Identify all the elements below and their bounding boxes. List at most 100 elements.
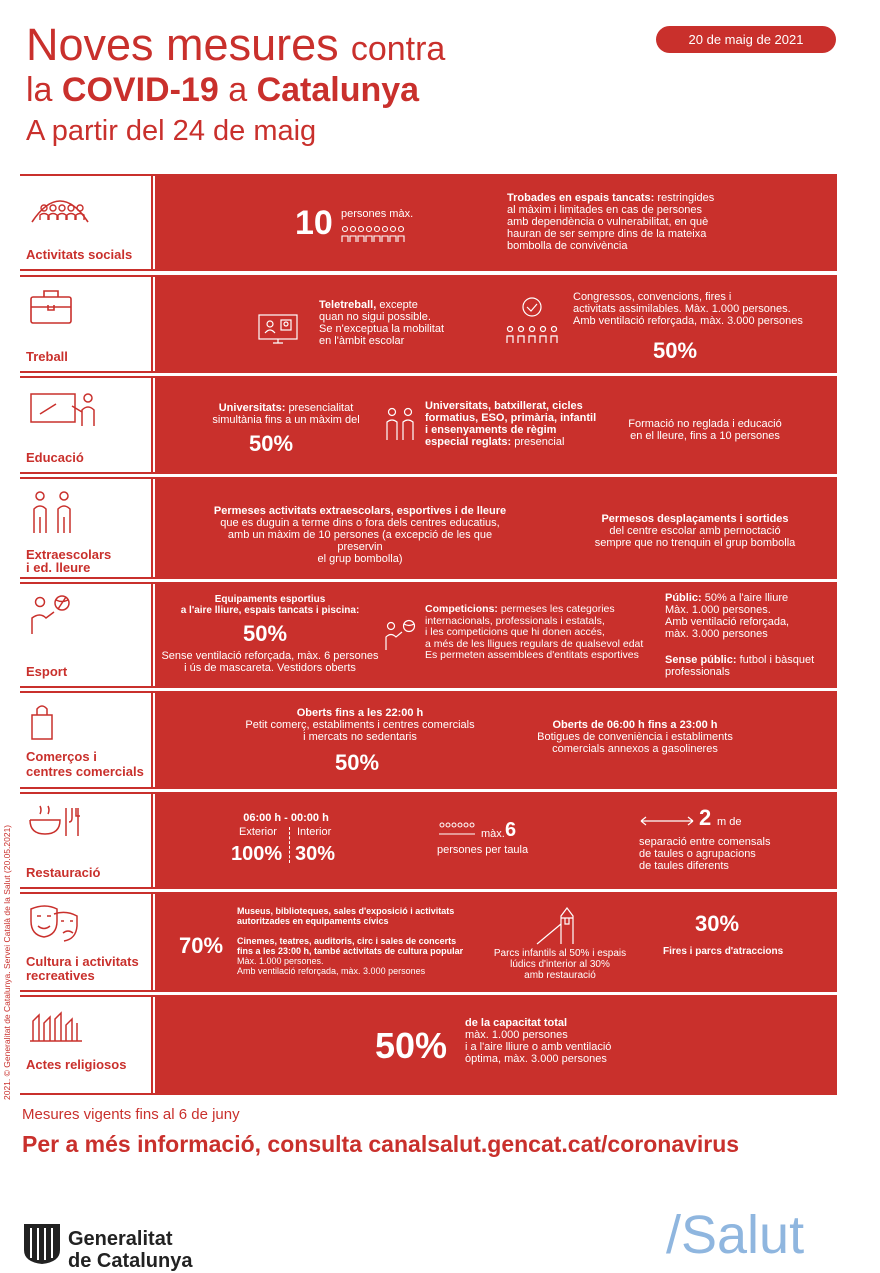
row-label-cell: Comerços i centres comercials [20, 693, 153, 787]
subtitle: A partir del 24 de maig [26, 115, 317, 147]
row-label-cell: Esport [20, 584, 153, 686]
row-label-cell: Cultura i activitats recreatives [20, 894, 153, 990]
gasolineres-text: Oberts de 06:00 h fins a 23:00 h Botigue… [537, 719, 733, 755]
row-comercos: Comerços i centres comercials Oberts fin… [20, 691, 837, 789]
petit-comerc-text: Oberts fins a les 22:00 h Petit comerç, … [245, 707, 475, 743]
row-label-1: Cultura i activitats [26, 954, 139, 969]
distance-arrow-icon [640, 816, 694, 826]
title-covid: COVID-19 [61, 71, 219, 109]
row-label-cell: Treball [20, 277, 153, 371]
people-row-icon [341, 225, 405, 242]
row-actes-religiosos: Actes religiosos 50% de la capacitat tot… [20, 995, 837, 1095]
restaurant-bowl-icon [29, 805, 80, 836]
row-panel: 06:00 h - 00:00 h Exterior Interior 100%… [155, 794, 837, 887]
sense-public-text: Sense públic: futbol i bàsquet professio… [665, 654, 815, 678]
table-people-icon [439, 822, 475, 835]
row-label: Treball [26, 349, 68, 364]
hours-divider [289, 827, 290, 863]
row-panel: 50% de la capacitat total màx. 1.000 per… [155, 997, 837, 1093]
row-label-1: Comerços i [26, 749, 97, 764]
equipaments-text: Equipaments esportius a l'aire lliure, e… [180, 594, 360, 616]
title-la: la [26, 71, 53, 109]
cultura-pct: 70% [179, 933, 224, 958]
row-panel: 70% Museus, biblioteques, sales d'exposi… [155, 894, 837, 990]
exterior-label: Exterior [239, 826, 277, 838]
competition-player-icon [385, 619, 416, 650]
congressos-text: Congressos, convencions, fires i activit… [573, 291, 803, 327]
theater-masks-icon [30, 905, 78, 942]
salut-logo: /Salut [666, 1205, 805, 1265]
temple-icon [30, 1011, 82, 1042]
title-contra: contra [350, 30, 446, 68]
title-catalunya: Catalunya [256, 71, 420, 109]
row-label-1: Extraescolars [26, 547, 112, 562]
row-label-cell: Extraescolars i ed. lleure [20, 479, 153, 577]
shopping-bag-icon [31, 705, 53, 740]
children-icon [33, 491, 71, 533]
title-line-2: la COVID-19 a Catalunya [26, 68, 419, 112]
people-per-table-number: 6 [505, 819, 517, 841]
max-people-number: 10 [295, 204, 333, 242]
exterior-pct: 100% [231, 843, 283, 865]
comerc-pct: 50% [335, 750, 380, 775]
equipaments-pct: 50% [243, 621, 288, 646]
row-panel: Equipaments esportius a l'aire lliure, e… [155, 584, 837, 686]
row-panel: Universitats: presencialitat simultània … [155, 378, 837, 472]
max-people-text: persones màx. [341, 208, 414, 220]
congress-check-icon [506, 297, 558, 343]
row-label-cell: Activitats socials [20, 176, 153, 269]
row-label: Esport [26, 664, 68, 679]
row-esport: Esport Equipaments esportius a l'aire ll… [20, 582, 837, 688]
people-per-table-text: persones per taula [437, 844, 529, 856]
ensenyaments-text: Universitats, batxillerat, cicles format… [425, 400, 597, 448]
title-a: a [228, 71, 248, 109]
row-label-2: recreatives [26, 968, 95, 983]
students-icon [386, 407, 414, 440]
interior-label: Interior [297, 826, 332, 838]
row-panel: Teletreball, excepte quan no sigui possi… [155, 277, 837, 371]
vigent-text: Mesures vigents fins al 6 de juny [22, 1106, 240, 1123]
teacher-board-icon [30, 393, 95, 426]
formacio-text: Formació no reglada i educació en el lle… [628, 418, 782, 442]
universitats-text: Universitats: presencialitat simultània … [212, 402, 360, 426]
row-label-cell: Restauració [20, 794, 153, 887]
title-noves-mesures: Noves mesures [26, 19, 339, 70]
trobades-text: Trobades en espais tancats: restringides… [507, 192, 715, 252]
row-restauracio: Restauració 06:00 h - 00:00 h Exterior I… [20, 792, 837, 889]
athlete-ball-icon [31, 595, 70, 634]
distance-number: 2 [699, 805, 712, 830]
row-cultura: Cultura i activitats recreatives 70% Mus… [20, 892, 837, 992]
row-label-cell: Actes religiosos [20, 997, 153, 1093]
row-panel: 10 persones màx. Trobades en espais tanc… [155, 176, 837, 269]
title-line-1: Noves mesures contra [26, 22, 445, 72]
telework-screen-icon [258, 314, 298, 344]
generalitat-logo-icon [24, 1224, 60, 1264]
row-educacio: Educació Universitats: presencialitat si… [20, 376, 837, 474]
desplacaments-text: Permesos desplaçaments i sortides del ce… [594, 513, 796, 549]
row-label: Restauració [26, 865, 101, 880]
congressos-pct: 50% [653, 338, 698, 363]
universitats-pct: 50% [249, 431, 294, 456]
row-label-2: centres comercials [26, 764, 144, 779]
info-link[interactable]: Per a més informació, consulta canalsalu… [22, 1131, 740, 1157]
fires-text: Fires i parcs d'atraccions [663, 946, 784, 957]
parcs-text: Parcs infantils al 50% i espais lúdics d… [493, 948, 627, 981]
row-label-2: i ed. lleure [26, 560, 91, 575]
row-label-cell: Educació [20, 378, 153, 472]
distance-unit: m de [717, 816, 742, 828]
museus-text: Museus, biblioteques, sales d'exposició … [237, 906, 455, 926]
teletreball-text: Teletreball, excepte quan no sigui possi… [319, 299, 445, 347]
playground-slide-icon [536, 907, 574, 945]
religio-text: de la capacitat total màx. 1.000 persone… [465, 1017, 612, 1065]
row-treball: Treball Teletreball, excepte quan no sig… [20, 275, 837, 373]
group-people-icon [31, 200, 89, 223]
public-text: Públic: 50% a l'aire lliure Màx. 1.000 p… [665, 592, 790, 640]
competicions-text: Competicions: permeses les categories in… [425, 603, 644, 661]
ventilacio-text: Sense ventilació reforçada, màx. 6 perso… [161, 650, 379, 674]
religio-pct: 50% [375, 1025, 448, 1066]
row-label: Activitats socials [26, 247, 133, 262]
fires-pct: 30% [695, 911, 740, 936]
date-badge: 20 de maig de 2021 [656, 26, 836, 53]
cinemes-text: Cinemes, teatres, auditoris, circ i sale… [237, 936, 464, 976]
row-panel: Permeses activitats extraescolars, espor… [155, 479, 837, 577]
